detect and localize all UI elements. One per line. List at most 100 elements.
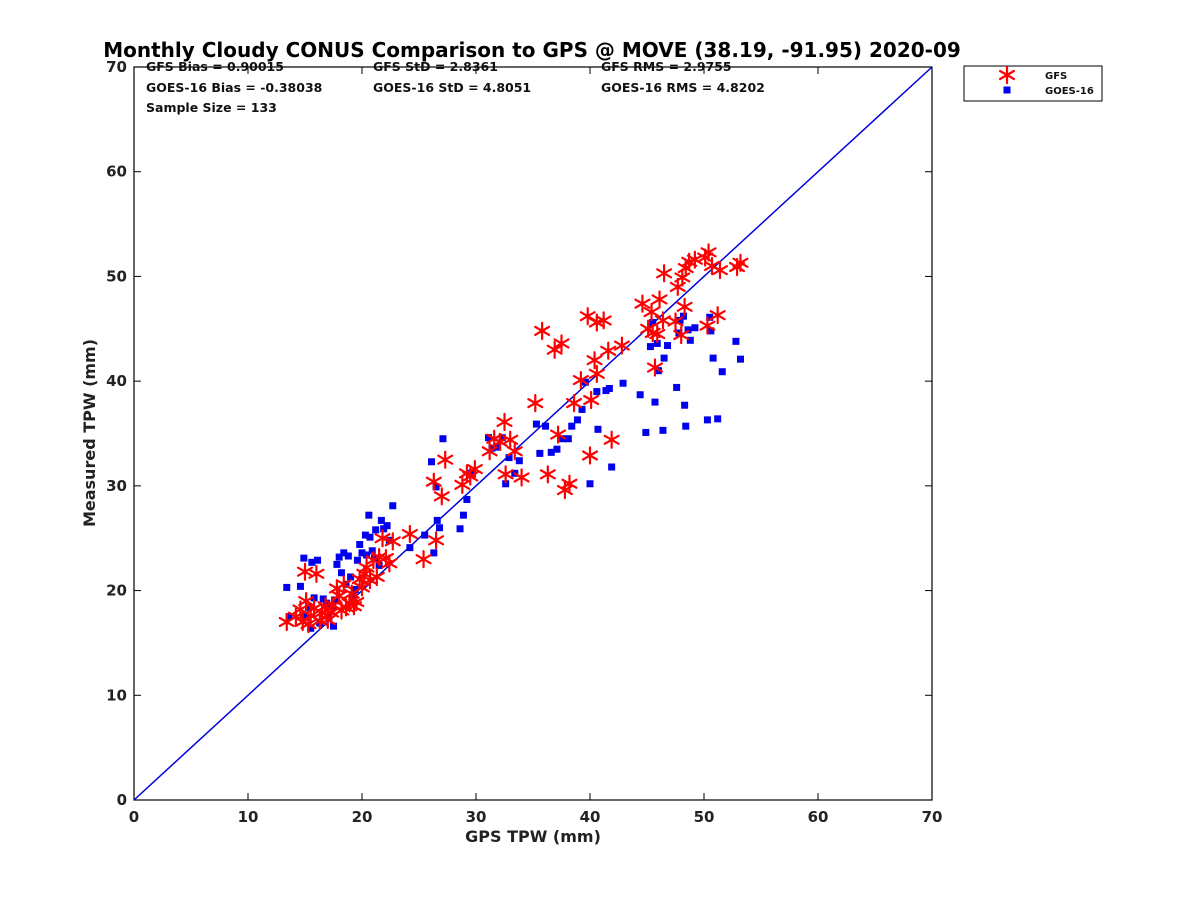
goes16-point xyxy=(586,480,594,488)
goes16-point xyxy=(340,549,348,557)
gfs-point xyxy=(613,336,630,355)
goes16-point xyxy=(363,551,371,559)
goes16-point xyxy=(319,595,327,603)
goes16-point xyxy=(707,327,715,335)
goes16-point xyxy=(389,502,397,510)
gfs-point xyxy=(686,250,703,269)
goes16-point xyxy=(308,558,316,566)
reference-line xyxy=(133,66,933,801)
goes16-point xyxy=(330,622,337,630)
goes16-point xyxy=(463,495,471,503)
goes16-point xyxy=(432,483,440,491)
gfs-point xyxy=(699,316,716,335)
one-to-one-line xyxy=(133,66,933,801)
x-axis-ticks: 0 10 20 30 40 50 60 70 xyxy=(129,67,943,826)
gfs-point xyxy=(732,253,749,272)
goes16-point xyxy=(372,526,380,534)
legend-gfs-symbol xyxy=(998,65,1016,85)
goes16-point xyxy=(515,457,523,465)
gfs-point xyxy=(368,567,385,587)
goes16-point xyxy=(421,531,429,539)
gfs-series xyxy=(278,243,749,634)
goes16-point xyxy=(347,573,355,581)
goes16-point xyxy=(456,525,464,533)
gfs-point xyxy=(308,564,325,583)
goes16-point xyxy=(536,449,544,457)
legend-goes16-label: GOES-16 xyxy=(1045,86,1094,97)
gfs-std-stat: GFS StD = 2.8361 xyxy=(373,59,498,74)
gfs-point xyxy=(433,487,450,506)
legend-gfs-label: GFS xyxy=(1045,71,1067,82)
x-tick-label: 40 xyxy=(580,808,601,826)
goes16-point xyxy=(732,337,740,345)
goes16-point xyxy=(304,603,312,611)
x-tick-label: 70 xyxy=(922,808,943,826)
gfs-point xyxy=(711,261,728,280)
legend-box xyxy=(963,65,1103,102)
goes16-point xyxy=(703,416,711,424)
gfs-point xyxy=(437,450,454,469)
goes-rms-stat: GOES-16 RMS = 4.8202 xyxy=(601,80,765,95)
x-tick-label: 20 xyxy=(352,808,373,826)
gfs-point xyxy=(603,430,620,449)
goes16-point xyxy=(485,434,493,442)
goes16-point xyxy=(300,554,308,562)
goes16-point xyxy=(605,384,613,392)
goes16-point xyxy=(619,379,627,387)
sample-size-stat: Sample Size = 133 xyxy=(146,100,277,115)
gfs-point xyxy=(646,358,664,377)
gfs-point xyxy=(539,465,556,484)
x-tick-label: 60 xyxy=(808,808,829,826)
goes16-point xyxy=(553,445,561,453)
goes16-point xyxy=(351,586,359,594)
goes16-point xyxy=(498,434,506,442)
gfs-point xyxy=(656,264,673,283)
gfs-point xyxy=(300,614,317,634)
goes16-point xyxy=(314,556,322,564)
gfs-point xyxy=(348,592,365,612)
gfs-point xyxy=(358,558,375,577)
legend: GFS GOES-16 xyxy=(963,65,1103,102)
y-tick-label: 70 xyxy=(106,58,127,76)
gfs-point xyxy=(581,446,599,465)
x-tick-label: 30 xyxy=(466,808,487,826)
gfs-point xyxy=(377,549,394,568)
goes16-point xyxy=(366,533,374,541)
goes16-point xyxy=(559,435,567,443)
goes16-point xyxy=(358,549,366,557)
goes16-point xyxy=(642,428,650,436)
gfs-rms-stat: GFS RMS = 2.9755 xyxy=(601,59,732,74)
gfs-point xyxy=(497,465,514,484)
goes16-point xyxy=(691,324,699,332)
y-tick-label: 40 xyxy=(106,372,127,390)
goes16-point xyxy=(333,560,341,568)
goes16-point xyxy=(608,463,616,471)
gfs-point xyxy=(700,243,717,262)
goes16-point xyxy=(664,342,672,350)
gfs-point xyxy=(561,474,578,493)
goes16-point xyxy=(636,391,644,399)
goes16-point xyxy=(714,415,722,423)
goes16-point xyxy=(718,368,726,376)
gfs-point xyxy=(667,312,684,331)
goes16-point xyxy=(706,313,714,321)
goes16-point xyxy=(488,444,496,452)
goes16-point xyxy=(594,425,602,433)
gfs-point xyxy=(553,334,570,353)
goes16-point xyxy=(307,624,315,632)
goes16-point xyxy=(505,454,513,462)
goes16-point xyxy=(653,339,661,347)
goes16-point xyxy=(406,544,414,552)
goes16-point xyxy=(353,556,361,564)
y-tick-label: 10 xyxy=(106,686,127,704)
goes16-point xyxy=(709,354,717,362)
gfs-point xyxy=(513,468,530,487)
goes16-point xyxy=(285,613,293,621)
goes16-point xyxy=(430,549,438,557)
goes16-point xyxy=(342,580,350,588)
legend-goes16-symbol xyxy=(1003,86,1011,94)
gfs-point xyxy=(634,294,651,313)
goes16-point xyxy=(436,524,444,532)
gfs-point xyxy=(466,460,483,479)
gfs-point xyxy=(600,341,617,360)
